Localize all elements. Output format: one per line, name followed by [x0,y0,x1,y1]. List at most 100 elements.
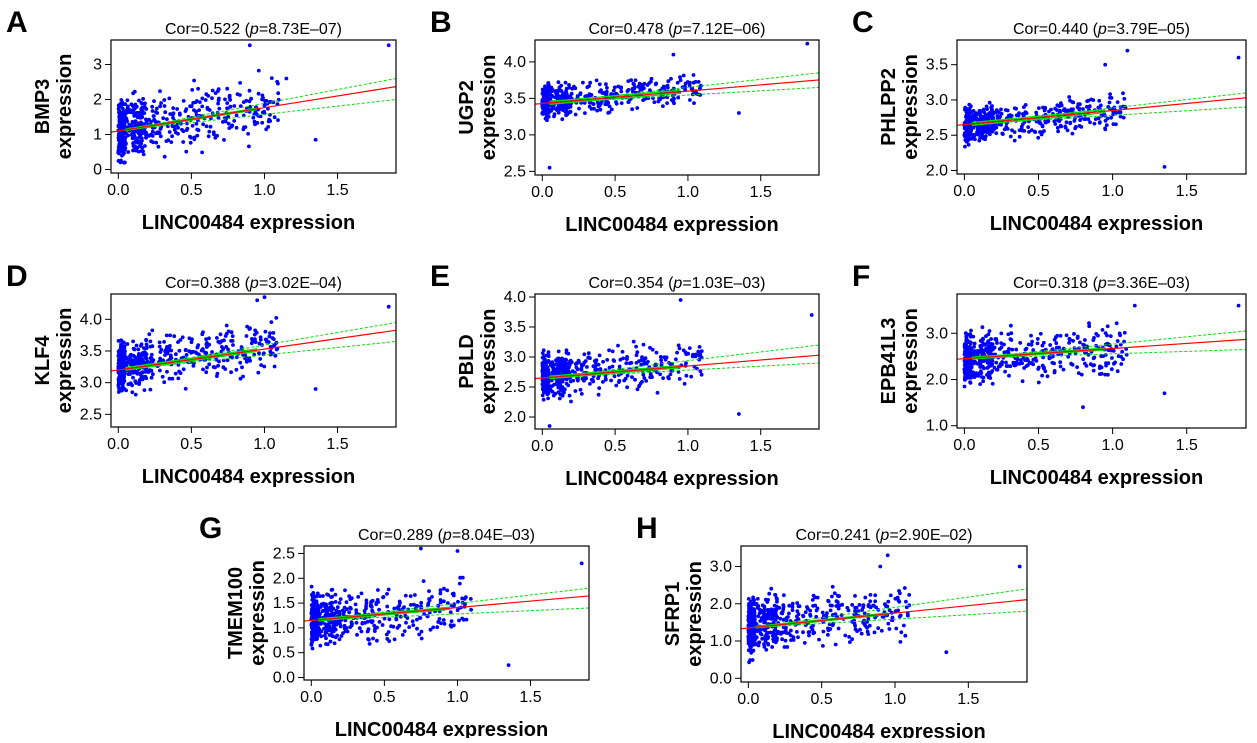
scatter-point [468,597,473,601]
scatter-point [546,396,550,401]
scatter-point [386,587,391,592]
scatter-point [678,298,683,302]
scatter-point [568,104,573,109]
scatter-point [267,334,272,339]
scatter-point [130,390,135,395]
scatter-point [258,335,263,340]
scatter-point [1058,333,1063,338]
title-cor: Cor=0.478 ( [588,21,674,38]
panel-label: F [852,260,870,293]
scatter-point [1115,100,1120,104]
y-axis-gene-label: TMEM100 [225,567,247,659]
scatter-point [397,603,402,608]
scatter-point [616,343,620,348]
scatter-point [843,633,848,638]
scatter-point [699,83,703,88]
scatter-point [134,139,138,144]
scatter-point [134,356,139,361]
scatter-point [1052,119,1057,124]
scatter-point [389,624,393,629]
scatter-point [659,358,663,362]
y-tick-label: 4.0 [504,289,526,306]
scatter-point [311,591,316,595]
scatter-point [1092,121,1097,126]
scatter-point [863,595,868,600]
scatter-point [782,645,787,649]
scatter-point [984,358,988,363]
scatter-point [775,599,779,604]
panel-label: G [199,512,222,545]
scatter-point [258,357,263,361]
scatter-point [1040,373,1044,378]
scatter-point [650,347,655,352]
scatter-point [442,599,446,604]
scatter-point [810,627,815,632]
scatter-point [640,355,644,360]
scatter-point [357,626,362,630]
scatter-point [1081,405,1085,410]
scatter-point [175,107,180,111]
scatter-point [587,92,592,97]
scatter-point [577,106,581,111]
scatter-point [888,593,893,598]
scatter-point [1104,123,1109,127]
scatter-point [253,337,257,342]
scatter-point [1009,331,1014,336]
scatter-point [354,620,359,625]
scatter-point [633,78,638,83]
scatter-point [377,607,381,612]
scatter-point [962,349,967,354]
scatter-point [460,575,465,580]
scatter-point [566,351,571,356]
title-p-symbol: p [672,21,682,38]
scatter-point [981,375,986,380]
scatter-point [141,152,146,157]
scatter-point [985,341,990,345]
scatter-point [196,343,201,348]
scatter-point [152,99,156,103]
scatter-point [154,106,159,111]
scatter-point [140,109,145,114]
scatter-point [1036,365,1041,370]
scatter-point [354,608,359,612]
scatter-point [585,85,590,90]
scatter-point [158,104,163,109]
scatter-point [116,149,121,154]
scatter-point [625,373,630,378]
scatter-point [131,358,136,363]
scatter-point [684,352,689,356]
plot-area [957,303,1246,410]
scatter-point [276,118,280,122]
scatter-point [979,132,984,137]
scatter-point [1001,132,1005,137]
x-axis-label: LINC00484 expression [335,719,548,738]
scatter-point [777,605,782,610]
scatter-point [217,106,222,111]
scatter-point [975,127,980,132]
scatter-point [123,109,127,114]
scatter-point [138,128,142,133]
scatter-point [747,639,752,643]
scatter-point [121,106,125,111]
scatter-point [372,623,377,628]
scatter-point [1236,303,1241,308]
scatter-point [541,384,546,389]
ci-band-line [125,107,258,130]
scatter-point [607,365,612,370]
scatter-point [760,636,765,641]
scatter-point [634,353,639,358]
scatter-point [898,613,903,618]
scatter-point [1103,331,1108,335]
scatter-point [697,345,702,349]
y-tick-label: 3.0 [926,325,948,342]
scatter-point [567,393,572,398]
scatter-point [609,378,613,383]
x-tick-label: 1.0 [446,689,468,706]
x-tick-label: 1.5 [750,438,772,455]
panel-b: B Cor=0.478 (p=7.12E–06)UGP2 expressionLIN… [430,6,820,236]
scatter-point [419,629,424,634]
scatter-point [614,101,619,106]
scatter-point [772,603,777,608]
scatter-point [131,362,136,367]
